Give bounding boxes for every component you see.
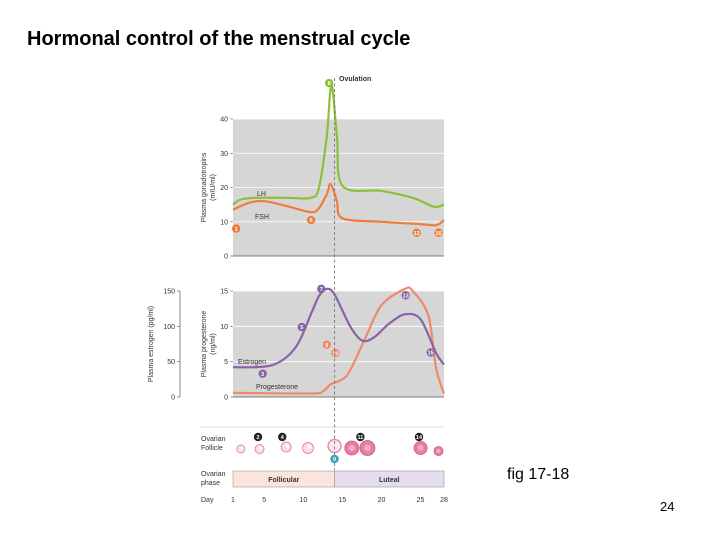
follicle-marker-2-circle <box>253 432 263 442</box>
gonadotropin-tick-label: 40 <box>220 117 228 124</box>
row-label-phase-2: phase <box>201 480 220 487</box>
gonadotropin-marker-12-label: 12 <box>414 231 420 237</box>
oocyte-icon <box>240 446 244 450</box>
series-label-fsh: FSH <box>255 214 269 221</box>
steroid-plot-area <box>233 291 444 397</box>
steroid-marker-10-circle <box>331 348 340 358</box>
gonadotropin-marker-1-circle <box>231 224 241 233</box>
oocyte-icon <box>285 444 290 448</box>
follicle-marker-2-label: 2 <box>256 435 259 441</box>
steroid-marker-13-circle <box>401 291 410 300</box>
gonadotropin-marker-1-label: 1 <box>235 227 238 233</box>
ovulation-marker-label: 9 <box>333 457 336 463</box>
row-label-phase-1: Ovarian <box>201 471 226 478</box>
corpus-luteum-core-icon <box>417 445 424 451</box>
progesterone-tick-label: 15 <box>220 289 228 296</box>
oocyte-icon <box>307 444 312 449</box>
follicle-marker-14-circle <box>414 432 424 442</box>
follicle-marker-4-label: 4 <box>281 435 285 441</box>
day-tick-label: 28 <box>440 497 448 504</box>
phase-bar-luteal <box>334 470 445 488</box>
corpus-luteum-core-icon <box>348 444 355 452</box>
corpus-luteum-core-icon <box>364 444 371 452</box>
gonadotropin-ylabel-line2: (mIU/ml) <box>210 174 217 201</box>
gonadotropin-tick-label: 20 <box>220 185 228 192</box>
row-label-follicle-2: Follicle <box>201 445 223 452</box>
gonadotropin-tick-label: 10 <box>220 219 228 226</box>
series-label-progesterone: Progesterone <box>256 384 298 391</box>
follicle-marker-11-circle <box>356 432 365 442</box>
gonadotropin-marker-6-circle <box>306 215 316 225</box>
ovary-panel: Ovarian Follicle Ovarian phase Day 2 4 11 14 Foll… <box>200 426 448 504</box>
page-number: 24 <box>660 499 675 514</box>
ovulation-title: Ovulation <box>339 76 371 83</box>
day-tick-label: 10 <box>299 497 307 504</box>
figure-caption: fig 17-18 <box>507 466 570 483</box>
row-label-follicle-1: Ovarian <box>201 436 226 443</box>
series-line-progesterone <box>232 286 446 395</box>
phase-label-follicular: Follicular <box>268 477 299 484</box>
gonadotropin-marker-16-label: 16 <box>435 231 441 237</box>
gonadotropin-marker-8-circle <box>324 78 334 88</box>
day-tick-label: 5 <box>262 497 266 504</box>
gonadotropin-ylabel-line1: Plasma gonadotropins <box>201 152 208 222</box>
series-label-estrogen: Estrogen <box>238 359 266 366</box>
steroid-marker-15-label: 15 <box>428 351 434 357</box>
progesterone-tick-label: 10 <box>220 324 228 331</box>
series-line-estrogen <box>232 287 445 369</box>
gonadotropin-marker-6-label: 6 <box>310 218 313 224</box>
steroid-marker-7-circle <box>317 284 326 294</box>
ovulation-line-group: 9 <box>330 78 339 470</box>
gonadotropin-tick-label: 0 <box>224 254 228 261</box>
slide-title: Hormonal control of the menstrual cycle <box>27 28 411 50</box>
follicle-marker-14-label: 14 <box>416 435 423 441</box>
gonadotropin-tick-label: 30 <box>220 151 228 158</box>
gonadotropin-panel: 0 10 20 30 40 Plasma gonadotropins (mIU/ml) LH F… <box>201 76 445 261</box>
steroid-marker-15-circle <box>426 348 435 357</box>
progesterone-tick-label: 0 <box>224 395 228 402</box>
day-tick-label: 25 <box>417 497 425 504</box>
progesterone-ylabel-line2: (ng/ml) <box>210 333 217 355</box>
day-tick-label: 1 <box>231 497 235 504</box>
steroid-marker-3-circle <box>258 369 267 378</box>
follicle-marker-11-label: 11 <box>357 435 363 441</box>
steroid-marker-7-label: 7 <box>320 287 323 293</box>
steroid-marker-5-label: 5 <box>300 325 303 331</box>
gonadotropin-marker-16-circle <box>434 228 443 237</box>
day-tick-label: 15 <box>339 497 347 504</box>
oocyte-icon <box>259 446 263 450</box>
steroid-marker-5-circle <box>297 322 306 332</box>
steroid-marker-10-label: 10 <box>332 351 338 357</box>
gonadotropin-marker-8-label: 8 <box>328 81 331 87</box>
day-tick-label: 20 <box>378 497 386 504</box>
phase-label-luteal: Luteal <box>379 477 400 484</box>
estrogen-tick-label: 50 <box>167 359 175 366</box>
gonadotropin-marker-12-circle <box>412 228 421 237</box>
corpus-luteum-core-icon <box>436 448 441 454</box>
series-label-lh: LH <box>257 191 266 198</box>
estrogen-ylabel: Plasma estrogen (pg/ml) <box>148 306 155 382</box>
steroid-marker-13-label: 13 <box>403 293 409 299</box>
ovulation-marker-circle <box>330 454 339 464</box>
estrogen-tick-label: 100 <box>163 324 175 331</box>
estrogen-tick-label: 0 <box>171 395 175 402</box>
steroid-marker-3-label: 3 <box>261 372 264 378</box>
progesterone-tick-label: 5 <box>224 359 228 366</box>
progesterone-ylabel-line1: Plasma progesterone <box>201 311 208 378</box>
series-line-fsh <box>232 182 445 227</box>
steroid-marker-9-circle <box>322 340 331 349</box>
steroid-marker-9-label: 9 <box>325 343 328 349</box>
follicle-marker-4-circle <box>278 432 287 442</box>
estrogen-tick-label: 150 <box>163 289 175 296</box>
row-label-day: Day <box>201 497 214 504</box>
